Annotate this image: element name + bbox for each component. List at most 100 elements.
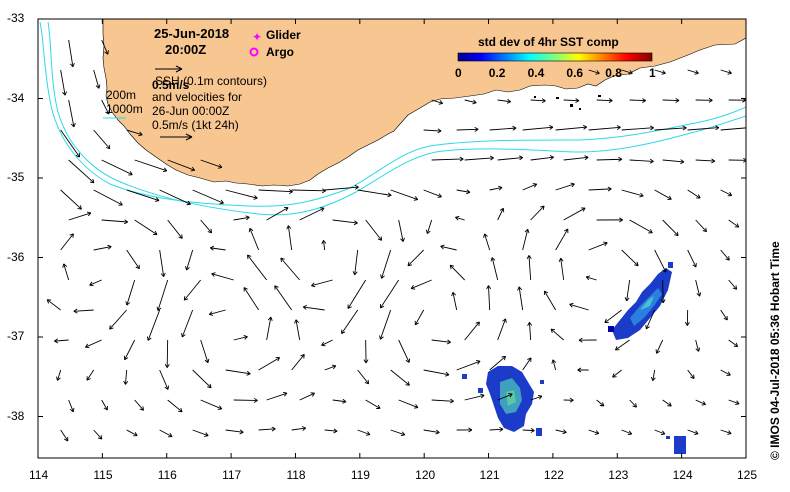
velocity-arrow [522, 429, 535, 432]
velocity-arrow-head [139, 406, 144, 411]
velocity-arrow [73, 309, 94, 312]
velocity-arrow-head [56, 376, 61, 381]
velocity-arrow [423, 189, 442, 198]
velocity-arrow-head [569, 397, 574, 403]
velocity-arrow [291, 189, 326, 192]
velocity-arrow-head [118, 201, 123, 206]
velocity-arrow-head [480, 393, 485, 399]
velocity-arrow [380, 279, 400, 309]
velocity-arrow [398, 399, 419, 408]
velocity-arrow-head [354, 184, 359, 190]
velocity-arrow-head [604, 318, 609, 324]
velocity-arrow-head [499, 426, 504, 432]
velocity-arrow-head [97, 435, 103, 440]
velocity-arrow [287, 225, 293, 251]
map-time: 20:00Z [165, 42, 207, 57]
velocity-arrow-head [146, 336, 152, 341]
velocity-arrow [596, 99, 613, 102]
velocity-arrow [621, 429, 632, 435]
velocity-arrow [200, 219, 212, 234]
velocity-arrow-head [632, 403, 637, 408]
velocity-arrow [398, 339, 410, 363]
velocity-arrow [423, 369, 450, 376]
velocity-arrow [225, 369, 251, 375]
vel-line3: 0.5m/s (1kt 24h) [152, 118, 239, 132]
velocity-arrow [431, 399, 454, 402]
velocity-arrow-head [650, 376, 656, 382]
velocity-arrow [552, 359, 557, 371]
velocity-arrow-head [425, 229, 431, 235]
velocity-arrow [497, 208, 504, 221]
velocity-arrow [324, 429, 338, 432]
vel-line2: 26-Jun 00:00Z [152, 104, 230, 118]
x-tick-label: 119 [350, 468, 370, 482]
velocity-arrow-head [595, 70, 600, 75]
velocity-arrow-head [486, 285, 492, 290]
velocity-arrow-head [508, 392, 513, 398]
velocity-arrow-head [512, 125, 517, 131]
velocity-arrow [258, 357, 280, 371]
velocity-arrow [489, 428, 504, 431]
velocity-arrow [652, 369, 656, 381]
velocity-arrow [522, 183, 537, 191]
velocity-arrow-head [407, 261, 413, 267]
velocity-arrow-head [445, 371, 450, 377]
velocity-arrow-head [321, 188, 326, 194]
velocity-arrow [291, 427, 306, 431]
velocity-arrow [588, 188, 612, 191]
velocity-arrow-head [551, 359, 557, 364]
velocity-arrow-head [414, 320, 420, 326]
velocity-arrow-head [85, 343, 90, 349]
velocity-arrow-head [649, 158, 654, 164]
velocity-arrow-head [694, 430, 699, 435]
velocity-arrow-head [645, 324, 650, 330]
velocity-arrow-head [466, 189, 471, 195]
legend-argo: Argo [266, 45, 294, 59]
velocity-arrow [357, 189, 392, 196]
velocity-arrow-head [558, 257, 564, 263]
axis-ticks [37, 18, 747, 458]
velocity-arrow [456, 189, 471, 193]
velocity-arrow [192, 429, 209, 437]
velocity-arrow-head [562, 429, 567, 435]
velocity-arrow [456, 128, 479, 131]
velocity-arrow [157, 279, 169, 311]
velocity-arrow [126, 429, 138, 437]
velocity-arrow-head [280, 257, 285, 263]
velocity-arrow-head [627, 430, 633, 436]
velocity-arrow-head [711, 158, 716, 164]
velocity-arrow-head [692, 262, 697, 268]
velocity-arrow [464, 99, 477, 104]
island [570, 104, 573, 107]
x-tick-label: 114 [29, 468, 49, 482]
velocity-arrow [324, 365, 337, 371]
velocity-arrow-head [648, 229, 653, 234]
velocity-arrow-head [400, 431, 406, 437]
velocity-arrow-head [581, 207, 586, 212]
velocity-arrow-head [413, 404, 419, 409]
velocity-arrow-head [109, 325, 114, 330]
velocity-arrow [497, 157, 523, 161]
velocity-arrow-head [366, 431, 371, 436]
velocity-arrow-head [569, 302, 574, 308]
velocity-arrow [518, 286, 524, 311]
velocity-arrow-head [550, 328, 556, 334]
velocity-arrow [211, 273, 234, 281]
velocity-arrow [621, 127, 654, 131]
velocity-arrow-head [660, 299, 666, 304]
velocity-arrow-head [282, 391, 288, 397]
velocity-arrow-head [217, 405, 223, 410]
vel-scale-arrow [160, 133, 193, 141]
x-tick-label: 118 [286, 468, 306, 482]
velocity-arrow [89, 279, 102, 286]
velocity-arrow-head [549, 125, 554, 130]
velocity-arrow-head [438, 100, 444, 105]
velocity-arrow [654, 127, 687, 131]
velocity-arrow-head [475, 321, 480, 326]
velocity-arrow [124, 339, 136, 360]
velocity-arrow [68, 159, 95, 184]
velocity-arrow [324, 186, 359, 191]
velocity-arrow [662, 159, 684, 163]
velocity-arrow-head [128, 171, 133, 176]
velocity-arrow [662, 399, 672, 407]
